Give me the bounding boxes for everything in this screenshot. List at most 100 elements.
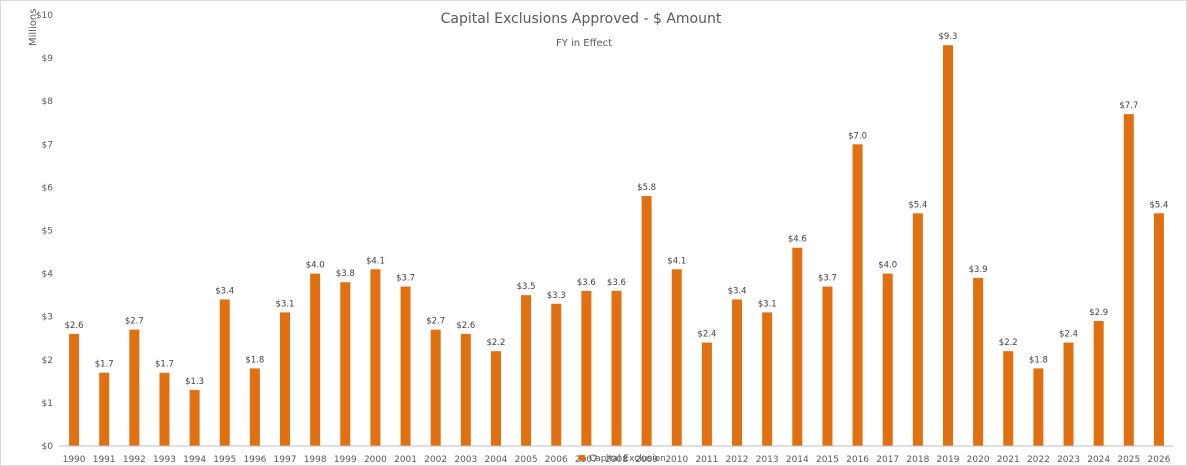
- bar: [159, 372, 170, 446]
- data-label: $3.5: [517, 282, 536, 292]
- x-tick-label: 1993: [153, 455, 176, 465]
- x-tick-label: 2005: [515, 455, 538, 465]
- chart-subtitle: FY in Effect: [556, 38, 612, 49]
- y-tick-label: $6: [42, 183, 54, 193]
- data-label: $3.8: [336, 269, 355, 279]
- x-tick-label: 2006: [545, 455, 568, 465]
- y-tick-label: $1: [42, 399, 53, 409]
- y-tick-label: $4: [42, 270, 54, 280]
- data-label: $3.7: [818, 274, 837, 284]
- bar: [340, 282, 351, 446]
- chart-title: Capital Exclusions Approved - $ Amount: [441, 11, 722, 27]
- bar: [521, 295, 532, 446]
- x-tick-label: 2014: [786, 455, 809, 465]
- data-label: $2.6: [456, 321, 475, 331]
- x-tick-label: 2013: [756, 455, 779, 465]
- data-label: $7.0: [848, 131, 867, 141]
- data-label: $2.6: [65, 321, 84, 331]
- bar: [370, 269, 381, 446]
- x-tick-label: 2023: [1057, 455, 1080, 465]
- bar: [973, 277, 984, 446]
- y-tick-label: $5: [42, 227, 53, 237]
- x-tick-label: 2019: [937, 455, 960, 465]
- data-label: $2.7: [125, 317, 144, 327]
- y-tick-label: $0: [42, 442, 54, 452]
- data-label: $1.7: [155, 360, 174, 370]
- data-label: $4.6: [788, 235, 807, 245]
- data-labels: $2.6 $1.7 $2.7 $1.7 $1.3 $3.4 $1.8 $3.1 $4.0 $3.8…: [65, 32, 1169, 387]
- data-label: $9.3: [939, 32, 958, 42]
- x-tick-label: 2020: [967, 455, 990, 465]
- data-label: $3.1: [276, 299, 295, 309]
- bar: [129, 329, 140, 446]
- x-tick-label: 1996: [243, 455, 266, 465]
- legend: Capital Exclusion: [579, 454, 666, 464]
- bar: [551, 303, 562, 446]
- x-tick-label: 1998: [304, 455, 327, 465]
- bar: [310, 273, 321, 446]
- x-tick-label: 2008: [605, 455, 628, 465]
- bar: [1063, 342, 1074, 446]
- data-label: $2.4: [697, 330, 716, 340]
- x-tick-label: 2026: [1147, 455, 1170, 465]
- bar: [792, 247, 803, 446]
- y-axis-unit-label: Millions: [28, 9, 39, 46]
- bar: [581, 290, 592, 446]
- legend-label: Capital Exclusion: [589, 454, 666, 464]
- y-tick-label: $10: [36, 11, 53, 21]
- x-tick-label: 2025: [1117, 455, 1140, 465]
- bar: [430, 329, 441, 446]
- data-label: $2.4: [1059, 330, 1078, 340]
- x-tick-label: 1990: [63, 455, 86, 465]
- x-tick-label: 2022: [1027, 455, 1050, 465]
- data-label: $3.7: [396, 274, 415, 284]
- data-label: $5.4: [1149, 200, 1168, 210]
- x-tick-label: 2017: [876, 455, 899, 465]
- bar: [942, 45, 953, 447]
- x-tick-label: 2021: [997, 455, 1020, 465]
- bar: [280, 312, 291, 446]
- bar: [701, 342, 712, 446]
- x-tick-label: 1991: [93, 455, 116, 465]
- data-label: $3.1: [758, 299, 777, 309]
- x-tick-label: 2007: [575, 455, 598, 465]
- bar: [400, 286, 411, 446]
- bar: [1003, 351, 1014, 446]
- x-tick-label: 2010: [665, 455, 688, 465]
- x-axis-ticks: 1990 1991 1992 1993 1994 1995 1996 1997 1998 1999…: [63, 455, 1171, 465]
- y-tick-label: $7: [42, 140, 53, 150]
- x-tick-label: 2011: [695, 455, 718, 465]
- data-label: $2.2: [486, 338, 505, 348]
- data-label: $1.3: [185, 377, 204, 387]
- data-label: $3.6: [607, 278, 626, 288]
- x-tick-label: 1997: [274, 455, 297, 465]
- data-label: $4.1: [667, 256, 686, 266]
- data-label: $3.9: [969, 265, 988, 275]
- x-tick-label: 2024: [1087, 455, 1110, 465]
- bar: [1033, 368, 1044, 446]
- x-tick-label: 2015: [816, 455, 839, 465]
- data-label: $2.2: [999, 338, 1018, 348]
- data-label: $7.7: [1119, 101, 1138, 111]
- bar: [641, 196, 652, 446]
- bar: [822, 286, 833, 446]
- x-tick-label: 2003: [454, 455, 477, 465]
- data-label: $2.7: [426, 317, 445, 327]
- data-label: $3.3: [547, 291, 566, 301]
- bar: [1153, 213, 1164, 446]
- x-tick-label: 1995: [213, 455, 236, 465]
- bar: [249, 368, 260, 446]
- data-label: $4.0: [306, 261, 325, 271]
- bar: [69, 333, 80, 446]
- y-tick-label: $3: [42, 313, 53, 323]
- y-tick-label: $2: [42, 356, 53, 366]
- x-tick-label: 2018: [906, 455, 929, 465]
- data-label: $3.6: [577, 278, 596, 288]
- bar: [1093, 321, 1104, 446]
- x-tick-label: 2001: [394, 455, 417, 465]
- bar: [611, 290, 622, 446]
- data-label: $4.1: [366, 256, 385, 266]
- x-tick-label: 2016: [846, 455, 869, 465]
- x-tick-label: 1994: [183, 455, 206, 465]
- bar: [1123, 114, 1134, 446]
